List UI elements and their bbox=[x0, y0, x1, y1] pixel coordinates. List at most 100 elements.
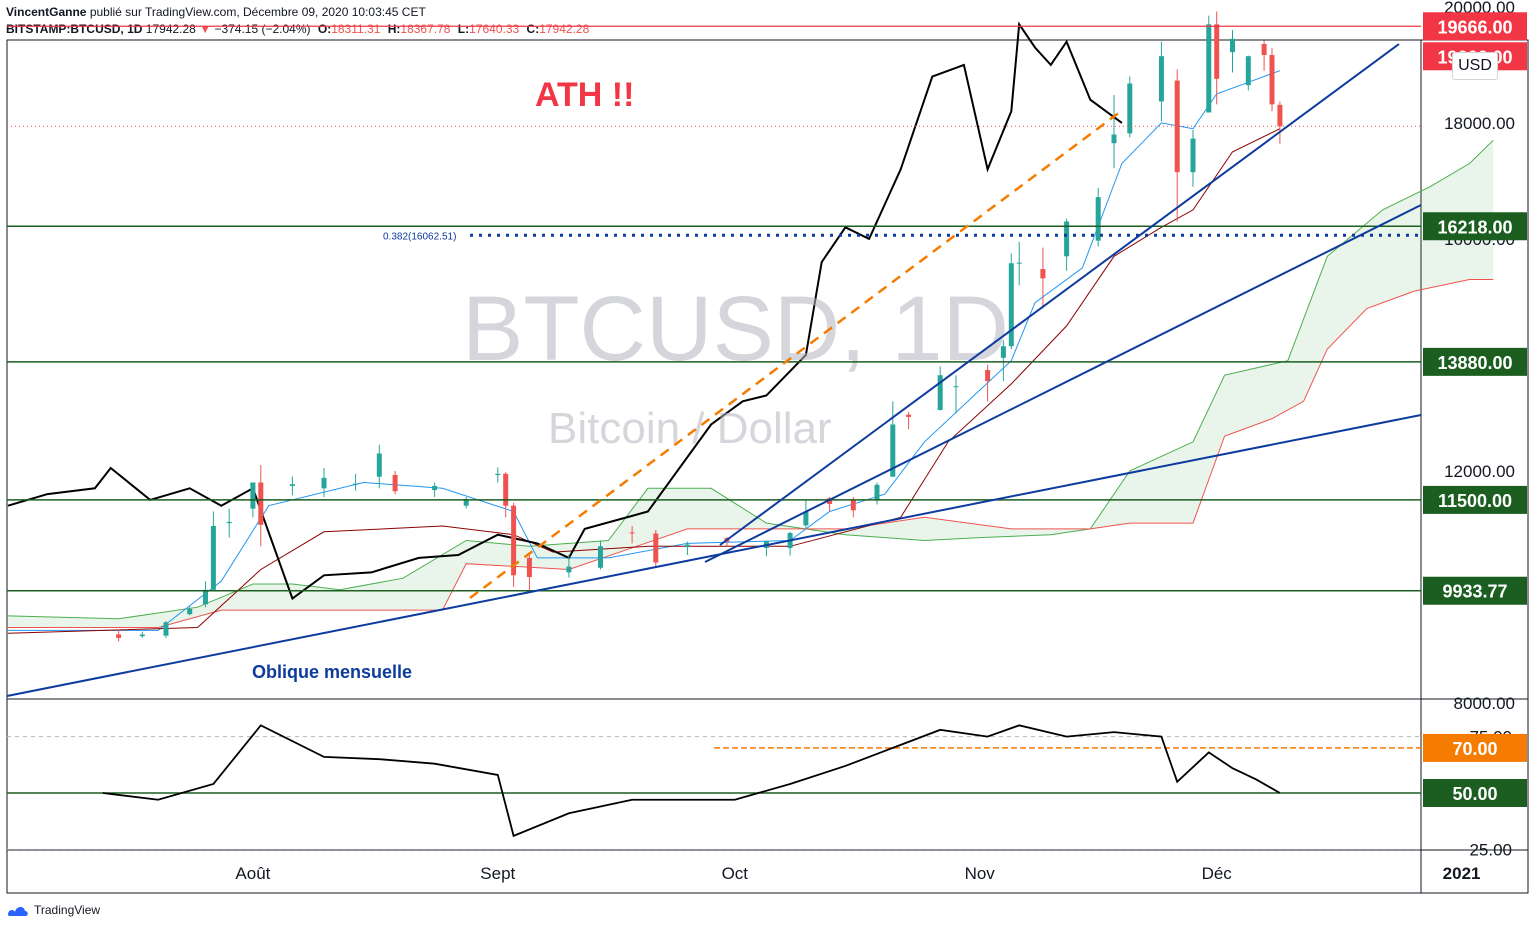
candle-body bbox=[203, 589, 208, 605]
level-price-label-bg bbox=[1423, 485, 1527, 514]
candle bbox=[629, 526, 635, 544]
candle bbox=[1261, 40, 1267, 71]
candle-body bbox=[463, 499, 469, 506]
high-label: H: bbox=[387, 22, 401, 36]
cloud-fill bbox=[8, 140, 1494, 628]
candle bbox=[392, 470, 398, 495]
x-tick-label: Août bbox=[235, 864, 270, 883]
candle bbox=[226, 508, 232, 538]
candle-body bbox=[495, 473, 501, 475]
candle bbox=[376, 444, 382, 489]
level-price-label-text: 11500.00 bbox=[1438, 491, 1512, 511]
candle-body bbox=[1095, 197, 1101, 241]
tradingview-logo-icon bbox=[8, 906, 28, 916]
candle bbox=[1245, 55, 1251, 91]
candle bbox=[953, 375, 959, 414]
candle bbox=[1111, 95, 1117, 169]
candle bbox=[139, 631, 145, 638]
candle-body bbox=[803, 511, 809, 526]
candle bbox=[684, 541, 690, 555]
candle bbox=[985, 364, 991, 402]
ichimoku-cloud bbox=[7, 139, 1494, 628]
rsi-pane bbox=[7, 724, 1421, 850]
candle bbox=[1158, 41, 1164, 122]
candle-body bbox=[1190, 138, 1196, 173]
candle bbox=[598, 540, 603, 570]
candle-body bbox=[1040, 269, 1046, 279]
candle bbox=[163, 621, 169, 638]
candle-body bbox=[321, 477, 327, 489]
watermark-description: Bitcoin / Dollar bbox=[548, 404, 832, 453]
rsi-70-label: 70.00 bbox=[1423, 733, 1527, 762]
price-change: −374.15 (−2.04%) bbox=[214, 22, 311, 36]
level-price-label: 9933.77 bbox=[1423, 576, 1527, 605]
candle-body bbox=[187, 608, 193, 615]
candle bbox=[763, 540, 769, 557]
candle bbox=[1214, 11, 1220, 105]
candle-body bbox=[353, 483, 359, 485]
y-tick-label: 12000.00 bbox=[1444, 462, 1515, 481]
candle-body bbox=[1230, 38, 1235, 53]
last-price: 17942.28 bbox=[145, 22, 196, 36]
candle bbox=[1230, 30, 1235, 73]
candle-body bbox=[139, 634, 145, 637]
symbol-watermark: BTCUSD, 1D Bitcoin / Dollar bbox=[462, 278, 1009, 453]
price-labels: 19666.0019666.0016218.0013880.0011500.00… bbox=[1423, 12, 1527, 807]
axes: AoûtSeptOctNovDéc202120000.0018000.00160… bbox=[235, 0, 1515, 883]
rsi-50-label-text: 50.00 bbox=[1452, 784, 1497, 804]
x-tick-label: Nov bbox=[965, 864, 996, 883]
price-chart[interactable]: BTCUSD, 1D Bitcoin / Dollar 0.382(16062.… bbox=[0, 0, 1535, 900]
currency-button[interactable]: USD bbox=[1452, 52, 1498, 80]
kijun-line bbox=[7, 128, 1281, 634]
candle bbox=[1064, 218, 1070, 271]
trendline-steep bbox=[719, 43, 1400, 546]
candle-body bbox=[1174, 80, 1180, 173]
candle-body bbox=[210, 526, 216, 590]
ath-price-label: 19666.00 bbox=[1423, 12, 1527, 41]
candle-body bbox=[953, 386, 959, 388]
rsi-50-label-bg bbox=[1423, 779, 1527, 807]
candle bbox=[1016, 241, 1022, 286]
candle-body bbox=[1000, 346, 1006, 358]
trendline-mid bbox=[704, 204, 1422, 563]
candle bbox=[787, 531, 793, 556]
candle-body bbox=[1016, 262, 1022, 264]
candle-body bbox=[684, 544, 690, 547]
x-tick-label: Oct bbox=[722, 864, 749, 883]
candle-body bbox=[598, 546, 603, 568]
candle bbox=[1000, 340, 1006, 381]
candle-body bbox=[985, 369, 991, 381]
down-arrow-icon: ▼ bbox=[199, 22, 212, 36]
symbol-label[interactable]: BITSTAMP:BTCUSD, 1D bbox=[6, 22, 143, 36]
candle-body bbox=[1269, 55, 1275, 105]
low-label: L: bbox=[457, 22, 470, 36]
ath-price-label-bg bbox=[1423, 12, 1527, 41]
chart-header-author: VincentGanne publié sur TradingView.com,… bbox=[6, 5, 426, 19]
oblique-annotation: Oblique mensuelle bbox=[252, 662, 412, 682]
level-price-label-bg bbox=[1423, 576, 1527, 605]
y-tick-label: 18000.00 bbox=[1444, 114, 1515, 133]
low-value: 17640.33 bbox=[469, 22, 520, 36]
level-price-label: 11500.00 bbox=[1423, 485, 1527, 514]
candle-body bbox=[937, 375, 943, 410]
level-price-label-bg bbox=[1423, 212, 1527, 241]
chart-frame bbox=[6, 39, 1529, 894]
candle bbox=[503, 472, 509, 518]
level-price-label-text: 13880.00 bbox=[1437, 353, 1512, 373]
open-label: O: bbox=[317, 22, 332, 36]
candle bbox=[1190, 129, 1196, 187]
candle bbox=[463, 497, 469, 509]
chikou-line bbox=[7, 21, 1123, 601]
monthly-trendline bbox=[6, 414, 1422, 697]
candle-body bbox=[1245, 56, 1251, 86]
open-value: 18311.31 bbox=[331, 22, 381, 36]
candle bbox=[511, 502, 517, 587]
candle-body bbox=[163, 622, 169, 636]
x-tick-label: 2021 bbox=[1443, 864, 1481, 883]
candle bbox=[210, 511, 216, 592]
candle-body bbox=[526, 557, 532, 578]
candle-body bbox=[226, 521, 232, 524]
candle-body bbox=[1214, 24, 1220, 79]
candle-body bbox=[827, 498, 833, 504]
candle-body bbox=[566, 566, 572, 573]
